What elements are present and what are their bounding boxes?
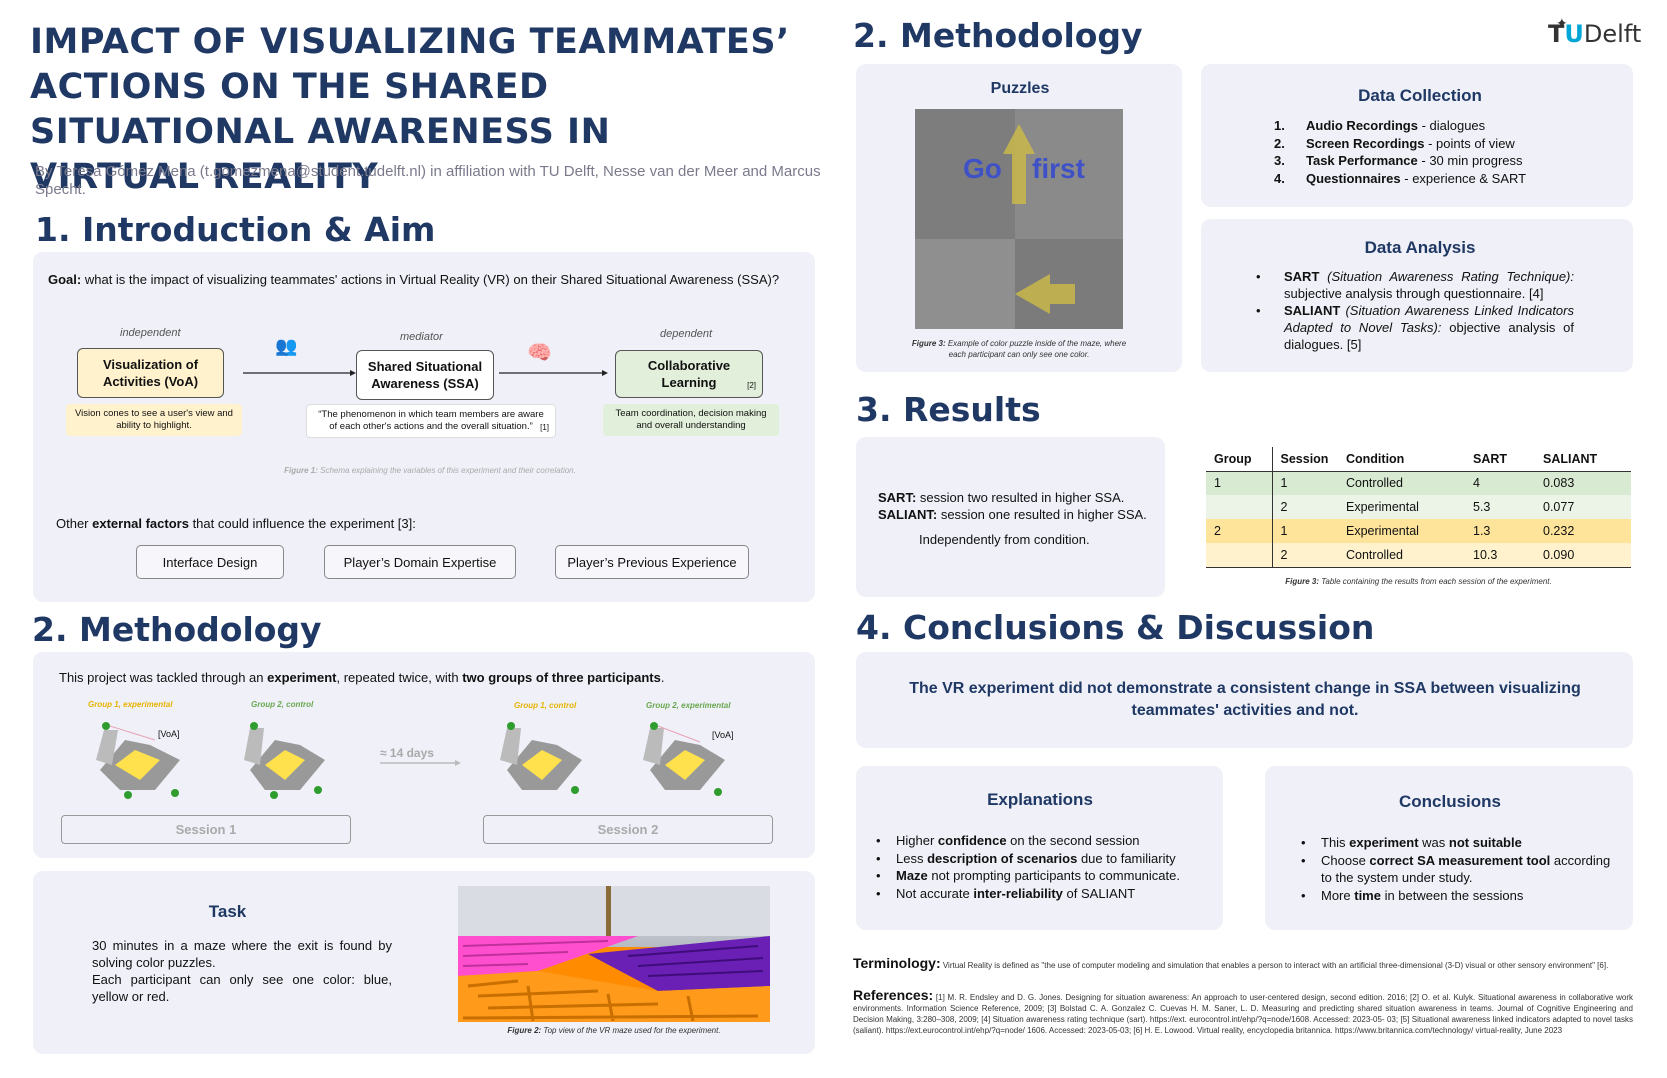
col-header: Condition [1346, 451, 1405, 466]
data-collection-list: 1. Audio Recordings - dialogues 2. Screen … [1274, 117, 1526, 187]
factor-interface-design: Interface Design [136, 545, 284, 579]
days-label: ≈ 14 days [380, 746, 434, 760]
da-item: • SART (Situation Awareness Rating Techni… [1256, 269, 1574, 301]
exp-item: • Less description of scenarios due to fa… [876, 850, 1176, 866]
table-row: 1 1 Controlled 4 0.083 [1206, 471, 1631, 495]
figure3-puzzle-caption: Figure 3: Example of color puzzle inside… [911, 339, 1127, 359]
color-puzzle-image: Go first [915, 109, 1123, 329]
task-title: Task [208, 902, 247, 921]
experiment-text: This project was tackled through an expe… [59, 670, 665, 685]
table-row: 2 Experimental 5.3 0.077 [1206, 495, 1631, 519]
voa-tag-1: [VoA] [158, 729, 180, 739]
results-heading: 3. Results [856, 390, 1041, 429]
exp-item: • Not accurate inter-reliability of SALIA… [876, 885, 1136, 901]
con-item: • More time in between the sessions [1301, 887, 1524, 903]
tudelft-logo: ✦ TUDelft [1548, 16, 1642, 48]
puzzles-title: Puzzles [990, 80, 1050, 97]
da-item: • SALIANT (Situation Awareness Linked Ind… [1256, 303, 1574, 352]
dc-item: 4. Questionnaires - experience & SART [1274, 170, 1527, 186]
poster-title: IMPACT OF VISUALIZING TEAMMATES’ ACTIONS… [30, 22, 790, 197]
cl-note: Team coordination, decision making and o… [603, 404, 779, 436]
group1-control-label: Group 1, control [514, 701, 577, 710]
group2-control-label: Group 2, control [251, 700, 314, 709]
session2-label: Session 2 [483, 815, 773, 844]
figure2-caption: Figure 2: Top view of the VR maze used f… [507, 1026, 721, 1035]
exp-item: • Maze not prompting participants to comm… [876, 868, 1180, 883]
group1-experimental-label: Group 1, experimental [88, 700, 173, 709]
dc-item: 1. Audio Recordings - dialogues [1274, 118, 1486, 133]
maze-model-1 [96, 722, 180, 799]
voa-note: Vision cones to see a user's view and ab… [66, 404, 242, 436]
col-header: Group [1206, 447, 1273, 471]
left-arrow-icon [1015, 274, 1075, 314]
data-analysis-panel [1201, 219, 1633, 372]
conclusions-list: • This experiment was not suitable • Choos… [1301, 834, 1616, 904]
voa-tag-2: [VoA] [712, 730, 734, 740]
voa-box: Visualization of Activities (VoA) [77, 348, 224, 398]
figure1-caption: Figure 1: Schema explaining the variable… [284, 466, 576, 475]
table-row: 2 1 Experimental 1.3 0.232 [1206, 519, 1631, 543]
ssa-box: Shared Situational Awareness (SSA) [356, 350, 494, 400]
data-collection-panel [1201, 64, 1633, 207]
explanations-list: • Higher confidence on the second session… [876, 832, 1180, 902]
cl-box: Collaborative Learning [2] [615, 350, 763, 398]
col-header: SALIANT [1543, 451, 1598, 466]
authors: By Teresa Gómez Mena (t.gomezmena@studen… [35, 163, 821, 198]
task-text-2: Each participant can only see one color:… [92, 972, 392, 1004]
up-arrow-icon [1003, 124, 1035, 204]
exp-item: • Higher confidence on the second session [876, 833, 1140, 848]
con-item: • Choose correct SA measurement tool acco… [1301, 852, 1611, 886]
dc-item: 3. Task Performance - 30 min progress [1274, 153, 1523, 168]
explanations-panel [856, 766, 1223, 930]
independent-label: independent [120, 327, 181, 339]
logo-flame-icon: ✦ [1556, 16, 1568, 32]
maze-model-3 [500, 722, 582, 794]
group2-experimental-label: Group 2, experimental [646, 701, 731, 710]
factor-domain-expertise: Player’s Domain Expertise [324, 545, 516, 579]
methodology-heading-right: 2. Methodology [853, 16, 1143, 55]
results-table-caption: Figure 3: Table containing the results f… [1285, 577, 1552, 586]
table-row: 2 Controlled 10.3 0.090 [1206, 543, 1631, 567]
task-text-1: 30 minutes in a maze where the exit is f… [92, 938, 392, 970]
terminology: Terminology: Virtual Reality is defined … [853, 955, 1609, 971]
main-conclusion: The VR experiment did not demonstrate a … [909, 680, 1581, 719]
maze-model-4 [643, 722, 725, 796]
conclusions-title: Conclusions [1398, 792, 1501, 811]
data-analysis-list: • SART (Situation Awareness Rating Techni… [1256, 268, 1574, 353]
con-item: • This experiment was not suitable [1301, 835, 1522, 850]
team-icon: 👥 [275, 336, 298, 356]
col-header: Session [1280, 451, 1329, 466]
methodology-heading-left: 2. Methodology [32, 610, 322, 649]
external-factors-text: Other external factors that could influe… [56, 516, 416, 531]
ssa-note: “The phenomenon in which team members ar… [306, 404, 556, 438]
goal-text: Goal: what is the impact of visualizing … [48, 272, 780, 287]
mediator-label: mediator [400, 331, 443, 343]
maze-top-view [458, 886, 770, 1022]
dependent-label: dependent [660, 328, 712, 340]
vr-maze-image [458, 886, 770, 1022]
maze-model-2 [244, 722, 325, 799]
session1-label: Session 1 [61, 815, 351, 844]
col-header: SART [1473, 451, 1508, 466]
explanations-title: Explanations [987, 790, 1093, 809]
data-analysis-title: Data Analysis [1364, 238, 1476, 257]
dc-item: 2. Screen Recordings - points of view [1274, 135, 1515, 151]
puzzle-first-text: first [1032, 153, 1085, 184]
references: References: [1] M. R. Endsley and D. G. … [853, 987, 1633, 1035]
conclusions-panel [1265, 766, 1633, 930]
data-collection-title: Data Collection [1358, 86, 1482, 105]
main-conclusion-panel [856, 652, 1633, 748]
results-summary: SART: session two resulted in higher SSA… [878, 490, 1147, 547]
factor-previous-experience: Player’s Previous Experience [555, 545, 749, 579]
brain-head-icon: 🧠 [527, 342, 552, 364]
maze-illustrations [96, 722, 725, 799]
conclusions-heading: 4. Conclusions & Discussion [856, 608, 1375, 647]
results-panel [856, 437, 1165, 597]
schema-arrows [243, 370, 608, 376]
intro-heading: 1. Introduction & Aim [35, 210, 436, 249]
puzzle-go-text: Go [963, 153, 1002, 184]
